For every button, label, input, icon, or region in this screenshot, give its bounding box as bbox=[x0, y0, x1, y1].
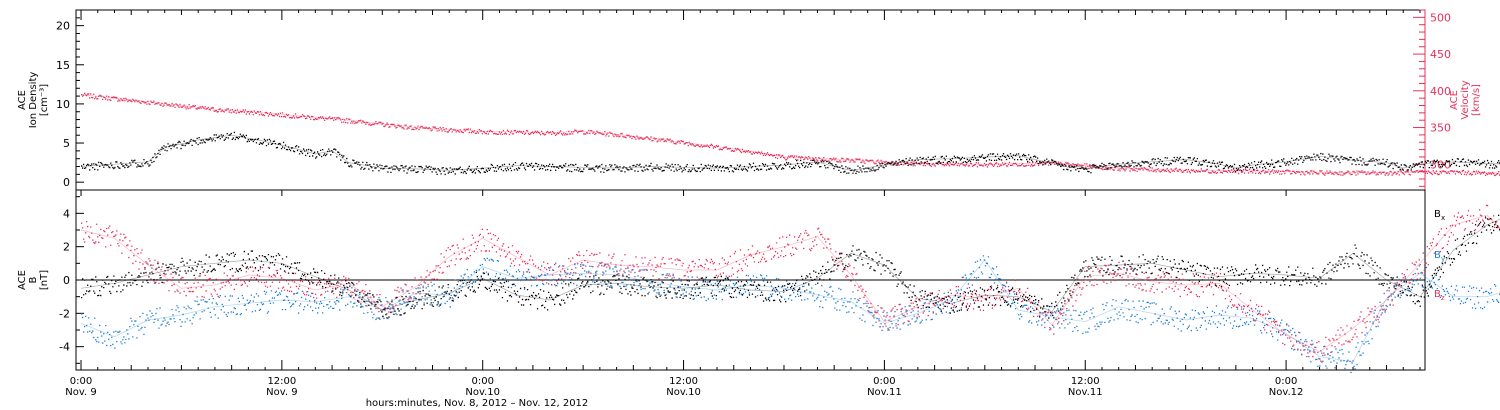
density-axis-label-line: [cm⁻³] bbox=[39, 84, 50, 116]
density-tick-label: 0 bbox=[63, 176, 70, 189]
density-axis-label: ACE Ion Density [cm⁻³] bbox=[17, 72, 50, 129]
velocity-tick-label: 400 bbox=[1430, 85, 1451, 98]
b-tick-label: 2 bbox=[63, 241, 70, 254]
legend-subscript: x bbox=[1441, 214, 1445, 222]
bx-series bbox=[80, 214, 1500, 319]
x-tick-label-date: Nov.10 bbox=[666, 387, 701, 398]
legend-subscript: y bbox=[1441, 255, 1445, 263]
x-tick-label-time: 12:00 bbox=[267, 376, 296, 387]
velocity-tick-label: 300 bbox=[1430, 158, 1451, 171]
bx-series-points bbox=[81, 214, 1500, 319]
x-tick-label-time: 12:00 bbox=[1071, 376, 1100, 387]
velocity-tick-label: 350 bbox=[1430, 122, 1451, 135]
velocity-series bbox=[80, 92, 1500, 177]
b-axis-label-line: B bbox=[28, 276, 39, 283]
b-tick-label: -2 bbox=[59, 307, 70, 320]
x-tick-label-time: 0:00 bbox=[70, 376, 92, 387]
x-tick-label-time: 0:00 bbox=[471, 376, 493, 387]
density-tick-label: 5 bbox=[63, 137, 70, 150]
legend-label: B bbox=[1434, 250, 1441, 261]
b-axis-label-line: [nT] bbox=[39, 270, 50, 290]
b-tick-label: 4 bbox=[63, 207, 70, 220]
x-tick-label-date: Nov.11 bbox=[1068, 387, 1103, 398]
bz-series-points bbox=[81, 204, 1500, 363]
x-tick-label-time: 0:00 bbox=[1275, 376, 1297, 387]
density-axis-label-line: ACE bbox=[17, 90, 28, 110]
density-series bbox=[80, 131, 1500, 176]
legend-label: B bbox=[1434, 289, 1441, 300]
x-tick-label-date: Nov. 9 bbox=[65, 387, 96, 398]
legend-subscript: z bbox=[1441, 294, 1445, 302]
x-tick-label-date: Nov.12 bbox=[1269, 387, 1304, 398]
legend-label: B bbox=[1434, 209, 1441, 220]
density-axis-label-line: Ion Density bbox=[28, 72, 39, 129]
x-tick-label-time: 0:00 bbox=[873, 376, 895, 387]
x-tick-label-date: Nov.10 bbox=[465, 387, 500, 398]
by-series-trend bbox=[80, 259, 1500, 363]
density-tick-label: 20 bbox=[56, 20, 70, 33]
velocity-axis-label-line: [km/s] bbox=[1471, 84, 1482, 116]
b-tick-label: 0 bbox=[63, 274, 70, 287]
velocity-axis-label-line: Velocity bbox=[1460, 80, 1471, 119]
bz-series-trend bbox=[80, 214, 1500, 353]
x-tick-label-date: Nov. 9 bbox=[266, 387, 297, 398]
by-series bbox=[80, 255, 1500, 374]
x-tick-label-date: Nov.11 bbox=[867, 387, 902, 398]
density-tick-label: 15 bbox=[56, 59, 70, 72]
velocity-axis-label-line: ACE bbox=[1449, 90, 1460, 110]
top-panel-frame bbox=[75, 9, 1426, 191]
density-tick-label: 10 bbox=[56, 98, 70, 111]
b-axis-label: ACE B [nT] bbox=[17, 270, 50, 290]
bx-series-trend bbox=[80, 218, 1500, 313]
b-tick-label: -4 bbox=[59, 341, 70, 354]
velocity-tick-label: 450 bbox=[1430, 48, 1451, 61]
x-tick-label-time: 12:00 bbox=[669, 376, 698, 387]
velocity-axis-label: ACE Velocity [km/s] bbox=[1449, 80, 1482, 119]
bz-series bbox=[80, 204, 1500, 363]
b-axis-label-line: ACE bbox=[17, 270, 28, 290]
x-axis-label: hours:minutes, Nov. 8, 2012 – Nov. 12, 2… bbox=[366, 398, 589, 409]
velocity-tick-label: 500 bbox=[1430, 11, 1451, 24]
